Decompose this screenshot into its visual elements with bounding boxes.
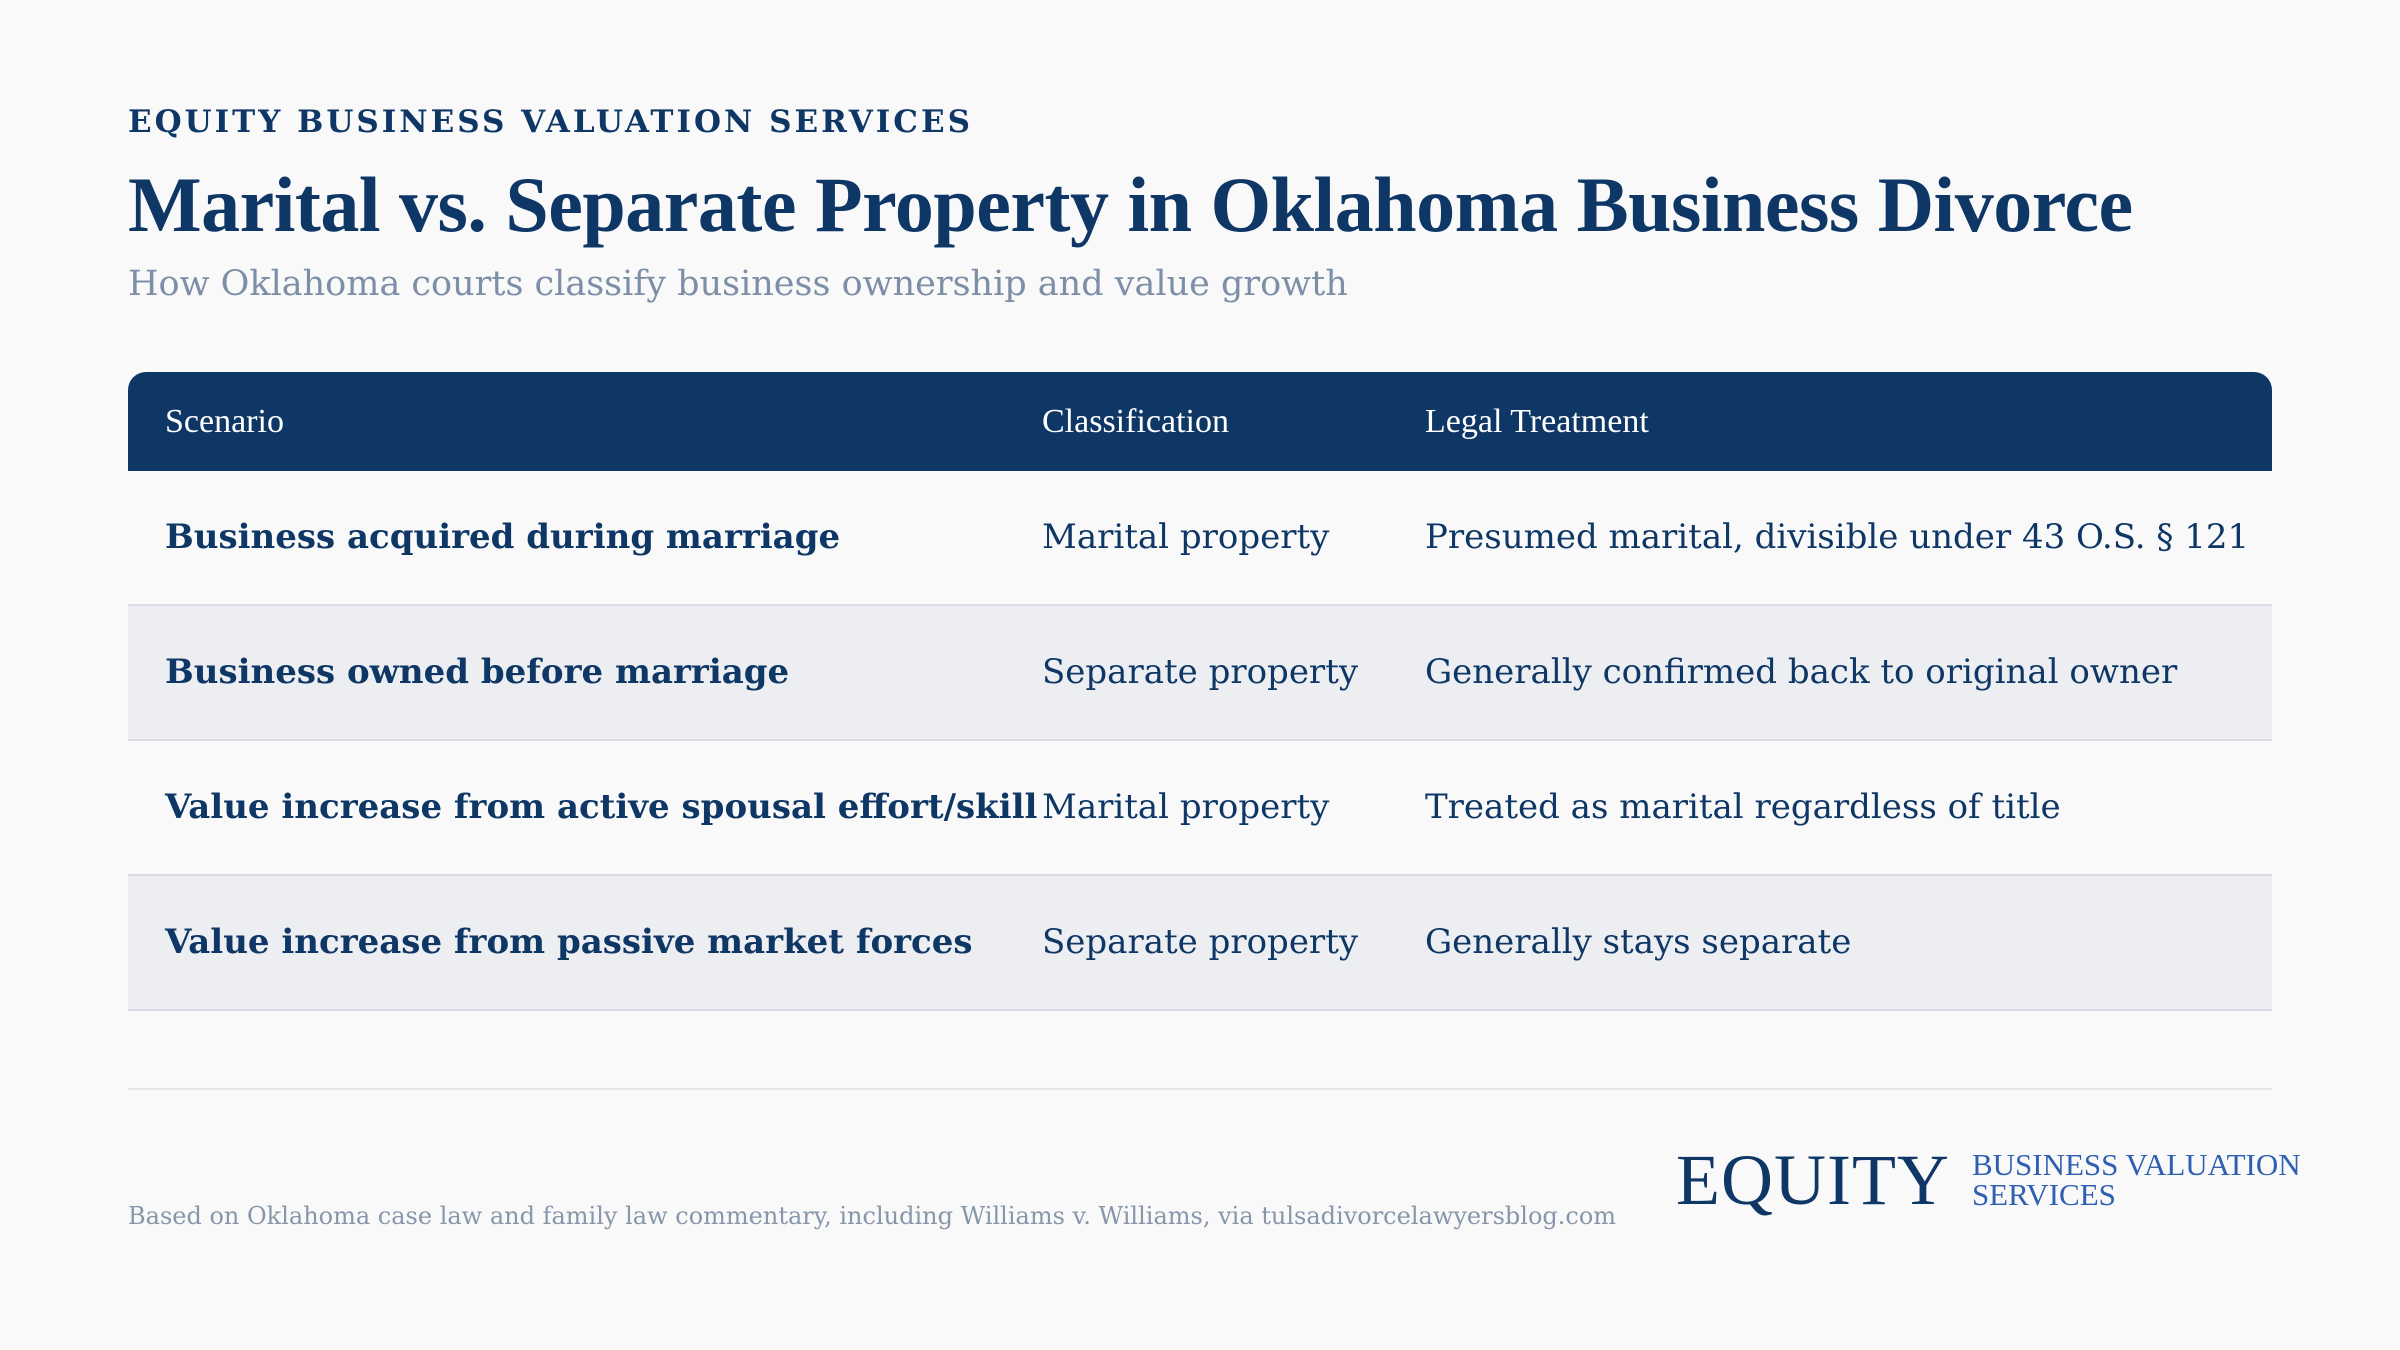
brand-eyebrow: EQUITY BUSINESS VALUATION SERVICES xyxy=(128,104,973,140)
logo-tagline-line2: SERVICES xyxy=(1971,1177,2116,1212)
classification-cell: Marital property xyxy=(1042,517,1330,557)
scenario-cell: Value increase from passive market force… xyxy=(165,922,973,962)
treatment-cell: Generally stays separate xyxy=(1425,922,1852,962)
scenario-cell: Value increase from active spousal effor… xyxy=(165,787,1038,827)
page-subtitle: How Oklahoma courts classify business ow… xyxy=(128,264,1348,304)
treatment-cell: Presumed marital, divisible under 43 O.S… xyxy=(1425,517,2250,557)
page-title: Marital vs. Separate Property in Oklahom… xyxy=(128,161,2133,248)
table-row: Business acquired during marriage Marita… xyxy=(128,471,2272,606)
logo-wordmark: EQUITY xyxy=(1676,1140,1950,1220)
classification-cell: Marital property xyxy=(1042,787,1330,827)
property-table: Scenario Classification Legal Treatment … xyxy=(128,372,2272,1011)
treatment-cell: Treated as marital regardless of title xyxy=(1425,787,2061,827)
table-row: Value increase from active spousal effor… xyxy=(128,741,2272,876)
treatment-cell: Generally confirmed back to original own… xyxy=(1425,652,2178,692)
company-logo: EQUITY BUSINESS VALUATION SERVICES xyxy=(1676,1140,2301,1220)
table-header: Scenario Classification Legal Treatment xyxy=(128,372,2272,471)
source-footnote: Based on Oklahoma case law and family la… xyxy=(128,1202,1617,1230)
scenario-cell: Business acquired during marriage xyxy=(165,517,841,557)
table-row: Business owned before marriage Separate … xyxy=(128,606,2272,741)
table-row: Value increase from passive market force… xyxy=(128,876,2272,1011)
column-header-legal-treatment: Legal Treatment xyxy=(1425,403,1649,440)
logo-tagline-line1: BUSINESS VALUATION xyxy=(1971,1147,2301,1182)
column-header-classification: Classification xyxy=(1042,403,1229,440)
scenario-cell: Business owned before marriage xyxy=(165,652,790,692)
column-header-scenario: Scenario xyxy=(165,403,284,440)
footer-divider xyxy=(128,1088,2272,1090)
classification-cell: Separate property xyxy=(1042,652,1359,692)
logo-tagline: BUSINESS VALUATION SERVICES xyxy=(1971,1147,2301,1212)
classification-cell: Separate property xyxy=(1042,922,1359,962)
